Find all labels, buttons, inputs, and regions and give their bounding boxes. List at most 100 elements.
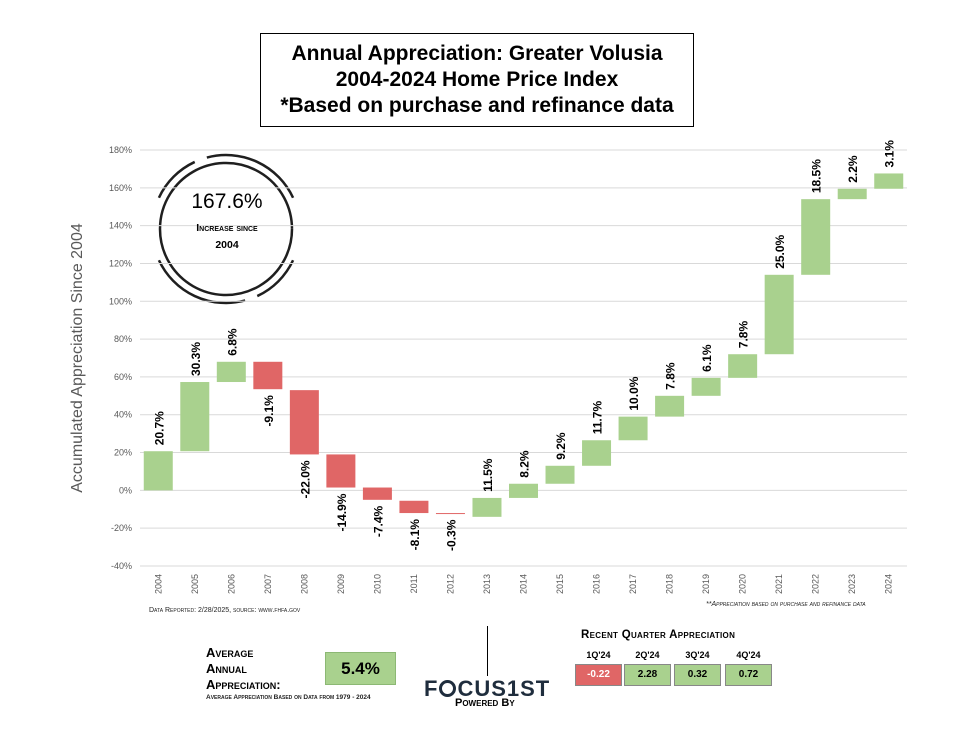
callout-outer-arc — [157, 160, 196, 199]
y-tick-label: 100% — [109, 296, 132, 306]
y-tick-label: 160% — [109, 183, 132, 193]
average-label: Average Annual Appreciation: — [206, 645, 281, 693]
quarter-value: 0.32 — [674, 664, 721, 686]
y-tick-label: 180% — [109, 145, 132, 155]
quarter-value: -0.22 — [575, 664, 622, 686]
x-tick-label: 2019 — [701, 574, 711, 594]
callout-outer-arc — [206, 153, 295, 199]
total-increase-label-line2: 2004 — [215, 239, 239, 251]
y-tick-label: 140% — [109, 221, 132, 231]
recent-quarter-title: Recent Quarter Appreciation — [581, 629, 736, 641]
quarter-value: 2.28 — [624, 664, 671, 686]
waterfall-bar — [509, 483, 538, 498]
bar-value-label: 7.8% — [737, 321, 751, 349]
y-tick-label: -40% — [111, 561, 132, 571]
y-tick-label: 20% — [114, 448, 132, 458]
bar-value-label: 9.2% — [554, 432, 568, 460]
bar-value-label: 8.2% — [518, 450, 532, 478]
waterfall-bar — [582, 440, 612, 466]
x-tick-label: 2013 — [482, 574, 492, 594]
logo-text-right: CUS1ST — [457, 676, 551, 701]
waterfall-bar — [399, 500, 429, 514]
source-note: Data Reported: 2/28/2025, source: www.fh… — [149, 607, 301, 614]
y-tick-label: 80% — [114, 334, 132, 344]
bar-value-label: 6.8% — [225, 328, 239, 356]
quarter-label: 2Q'24 — [635, 650, 660, 660]
waterfall-bar — [435, 513, 465, 515]
bar-value-label: -7.4% — [371, 505, 385, 537]
x-tick-label: 2010 — [372, 574, 382, 594]
waterfall-bar — [545, 465, 575, 484]
x-tick-label: 2024 — [884, 574, 894, 594]
average-label-line2: Annual — [206, 661, 247, 676]
waterfall-bar — [874, 173, 904, 189]
y-tick-label: 40% — [114, 410, 132, 420]
bar-value-label: 30.3% — [189, 342, 203, 376]
bar-value-label: 20.7% — [152, 411, 166, 445]
bar-value-label: -22.0% — [298, 460, 312, 498]
chart-title-line1: Annual Appreciation: Greater Volusia — [291, 42, 663, 65]
bar-value-label: -9.1% — [262, 395, 276, 427]
callout-outer-arc — [157, 259, 246, 305]
bar-value-label: 10.0% — [627, 376, 641, 410]
x-tick-label: 2012 — [445, 574, 455, 594]
bar-value-label: -0.3% — [444, 519, 458, 551]
chart-title-line2: 2004-2024 Home Price Index — [335, 68, 619, 91]
bar-value-label: 11.5% — [481, 458, 495, 492]
y-tick-label: 120% — [109, 258, 132, 268]
x-tick-label: 2021 — [774, 574, 784, 594]
quarter-label: 4Q'24 — [736, 650, 761, 660]
logo-divider — [487, 626, 488, 676]
waterfall-bar — [801, 199, 831, 275]
x-tick-label: 2020 — [738, 574, 748, 594]
logo-o-icon — [439, 680, 457, 697]
waterfall-bar — [655, 395, 685, 417]
waterfall-bar — [764, 274, 794, 355]
total-increase-label-line1: Increase since — [196, 222, 258, 234]
bar-value-label: -14.9% — [335, 493, 349, 531]
chart-title-line3: *Based on purchase and refinance data — [280, 94, 674, 117]
waterfall-bar — [326, 454, 356, 488]
x-tick-label: 2009 — [336, 574, 346, 594]
x-tick-label: 2016 — [592, 574, 602, 594]
waterfall-bar — [216, 361, 246, 383]
quarter-value: 0.72 — [725, 664, 772, 686]
total-increase-label: Increase since 2004 — [162, 220, 292, 254]
waterfall-bar — [618, 416, 648, 441]
bar-value-label: 11.7% — [591, 401, 605, 435]
x-tick-label: 2008 — [299, 574, 309, 594]
bar-value-label: 25.0% — [773, 234, 787, 268]
x-tick-label: 2004 — [153, 574, 163, 594]
x-tick-label: 2007 — [263, 574, 273, 594]
waterfall-bar — [289, 390, 319, 455]
x-tick-label: 2014 — [519, 574, 529, 594]
y-tick-label: 0% — [119, 485, 132, 495]
average-subtext: Average Appreciation Based on Data from … — [206, 694, 371, 701]
waterfall-bar — [837, 188, 867, 200]
waterfall-bar — [362, 487, 392, 500]
x-tick-label: 2017 — [628, 574, 638, 594]
x-tick-label: 2011 — [409, 574, 419, 593]
x-tick-label: 2015 — [555, 574, 565, 594]
waterfall-bar — [472, 497, 502, 517]
waterfall-bar — [143, 451, 173, 491]
total-increase-value: 167.6% — [191, 190, 263, 213]
callout-outer-arc — [256, 259, 295, 298]
waterfall-bar — [691, 377, 721, 396]
x-tick-label: 2005 — [190, 574, 200, 594]
waterfall-bar — [180, 382, 210, 452]
bar-value-label: 3.1% — [883, 140, 897, 168]
callout-inner-ring — [158, 161, 294, 297]
bar-value-label: 7.8% — [664, 362, 678, 390]
average-label-line1: Average — [206, 645, 254, 660]
waterfall-bar — [253, 361, 283, 390]
bar-value-label: 18.5% — [810, 159, 824, 193]
x-tick-label: 2023 — [847, 574, 857, 594]
quarter-label: 3Q'24 — [685, 650, 710, 660]
logo-text-left: F — [424, 676, 439, 701]
average-label-line3: Appreciation: — [206, 677, 281, 692]
waterfall-bar — [728, 354, 758, 378]
focus1st-logo: F CUS1ST — [424, 676, 550, 702]
average-value-badge: 5.4% — [325, 652, 396, 685]
